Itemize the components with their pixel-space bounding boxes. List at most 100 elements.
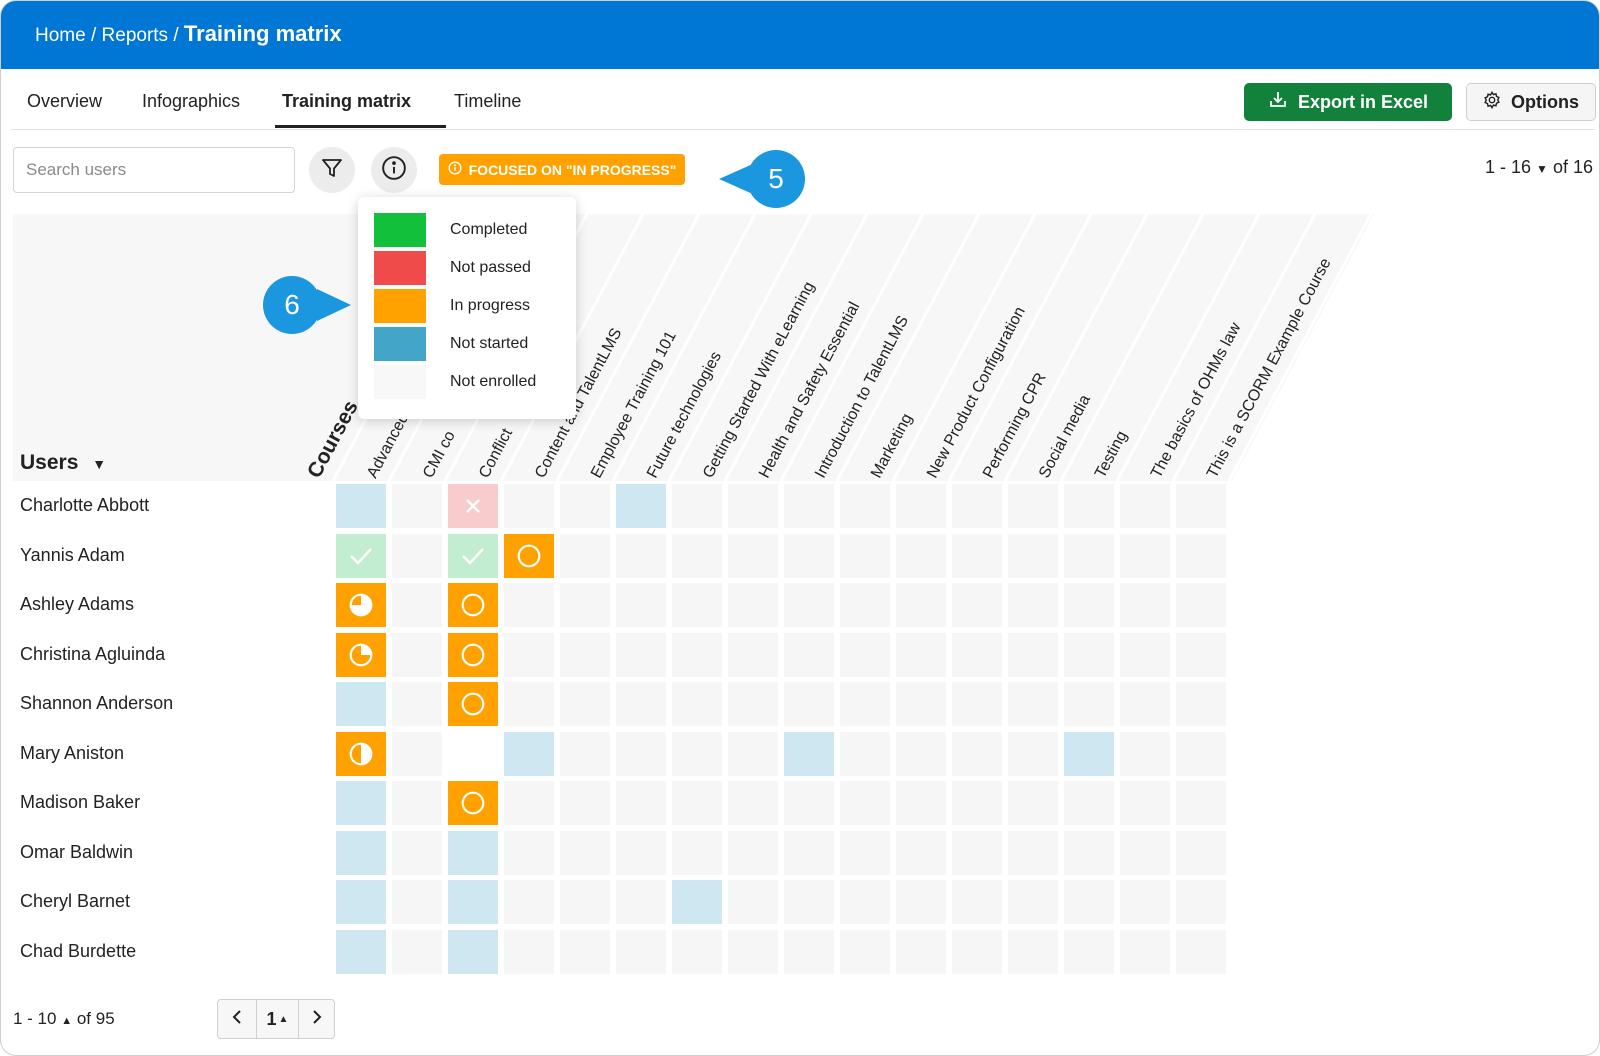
matrix-cell[interactable] <box>672 929 722 974</box>
matrix-cell[interactable] <box>840 583 890 627</box>
search-input[interactable] <box>13 147 295 193</box>
matrix-cell[interactable] <box>952 781 1002 825</box>
matrix-cell[interactable] <box>952 583 1002 627</box>
matrix-cell[interactable] <box>952 830 1002 875</box>
matrix-cell[interactable] <box>672 830 722 875</box>
matrix-cell[interactable] <box>1120 830 1170 875</box>
matrix-cell[interactable] <box>1008 682 1058 726</box>
matrix-cell[interactable] <box>1008 929 1058 974</box>
matrix-cell[interactable] <box>560 830 610 875</box>
matrix-cell[interactable] <box>840 533 890 578</box>
matrix-cell[interactable] <box>1120 781 1170 825</box>
matrix-cell[interactable] <box>504 583 554 627</box>
matrix-cell[interactable] <box>784 781 834 825</box>
tab-timeline[interactable]: Timeline <box>454 91 522 111</box>
focus-status-badge[interactable]: FOCUSED ON "IN PROGRESS" <box>439 154 685 185</box>
matrix-cell[interactable] <box>448 533 498 578</box>
filter-button[interactable] <box>309 147 355 193</box>
matrix-cell[interactable] <box>952 880 1002 924</box>
matrix-cell[interactable] <box>672 632 722 677</box>
matrix-cell[interactable] <box>616 682 666 726</box>
matrix-cell[interactable] <box>616 830 666 875</box>
matrix-cell[interactable] <box>728 781 778 825</box>
tab-training-matrix[interactable]: Training matrix <box>282 91 412 111</box>
matrix-cell[interactable] <box>784 632 834 677</box>
matrix-cell[interactable] <box>1008 781 1058 825</box>
matrix-cell[interactable] <box>1120 583 1170 627</box>
matrix-cell[interactable] <box>504 682 554 726</box>
matrix-cell[interactable] <box>560 731 610 776</box>
matrix-cell[interactable] <box>560 880 610 924</box>
matrix-cell[interactable] <box>448 632 498 677</box>
user-name[interactable]: Christina Agluinda <box>20 643 166 664</box>
matrix-cell[interactable] <box>728 880 778 924</box>
breadcrumb-reports[interactable]: Reports <box>101 25 169 46</box>
matrix-cell[interactable] <box>840 484 890 528</box>
matrix-cell[interactable] <box>392 484 442 528</box>
course-pagination[interactable]: 1 - 16 ▼ of 16 <box>1485 157 1593 178</box>
matrix-cell[interactable] <box>1176 632 1226 677</box>
matrix-cell[interactable] <box>952 731 1002 776</box>
matrix-cell[interactable] <box>392 880 442 924</box>
matrix-cell[interactable] <box>560 929 610 974</box>
matrix-cell[interactable] <box>448 880 498 924</box>
matrix-cell[interactable] <box>896 533 946 578</box>
matrix-cell[interactable] <box>896 632 946 677</box>
matrix-cell[interactable] <box>672 583 722 627</box>
legend-info-button[interactable] <box>371 147 417 193</box>
matrix-cell[interactable] <box>840 929 890 974</box>
matrix-cell[interactable] <box>896 880 946 924</box>
user-name[interactable]: Ashley Adams <box>20 594 135 614</box>
matrix-cell[interactable] <box>1120 731 1170 776</box>
matrix-cell[interactable] <box>560 781 610 825</box>
matrix-cell[interactable] <box>1064 830 1114 875</box>
matrix-cell[interactable] <box>1120 632 1170 677</box>
matrix-cell[interactable] <box>448 731 498 776</box>
matrix-cell[interactable] <box>672 484 722 528</box>
matrix-cell[interactable] <box>896 583 946 627</box>
matrix-cell[interactable] <box>336 830 386 875</box>
matrix-cell[interactable] <box>784 929 834 974</box>
matrix-cell[interactable] <box>392 781 442 825</box>
export-excel-button[interactable]: Export in Excel <box>1244 83 1452 121</box>
users-sort-header[interactable]: Users ▼ <box>20 451 107 474</box>
matrix-cell[interactable] <box>448 484 498 528</box>
matrix-cell[interactable] <box>728 929 778 974</box>
matrix-cell[interactable] <box>784 583 834 627</box>
matrix-cell[interactable] <box>504 731 554 776</box>
matrix-cell[interactable] <box>1008 632 1058 677</box>
matrix-cell[interactable] <box>336 880 386 924</box>
matrix-cell[interactable] <box>392 583 442 627</box>
matrix-cell[interactable] <box>1008 533 1058 578</box>
matrix-cell[interactable] <box>1064 682 1114 726</box>
matrix-cell[interactable] <box>616 781 666 825</box>
matrix-cell[interactable] <box>784 731 834 776</box>
matrix-cell[interactable] <box>840 632 890 677</box>
matrix-cell[interactable] <box>504 929 554 974</box>
matrix-cell[interactable] <box>672 731 722 776</box>
matrix-cell[interactable] <box>1064 484 1114 528</box>
matrix-cell[interactable] <box>1176 781 1226 825</box>
matrix-cell[interactable] <box>392 632 442 677</box>
matrix-cell[interactable] <box>896 830 946 875</box>
matrix-cell[interactable] <box>1176 929 1226 974</box>
matrix-cell[interactable] <box>336 781 386 825</box>
matrix-cell[interactable] <box>840 781 890 825</box>
matrix-cell[interactable] <box>728 583 778 627</box>
matrix-cell[interactable] <box>840 830 890 875</box>
options-button[interactable]: Options <box>1466 83 1596 121</box>
matrix-cell[interactable] <box>1008 830 1058 875</box>
matrix-cell[interactable] <box>504 880 554 924</box>
matrix-cell[interactable] <box>1176 830 1226 875</box>
matrix-cell[interactable] <box>784 880 834 924</box>
matrix-cell[interactable] <box>1176 682 1226 726</box>
user-name[interactable]: Madison Baker <box>20 792 141 812</box>
user-name[interactable]: Mary Aniston <box>20 742 125 763</box>
matrix-cell[interactable] <box>672 880 722 924</box>
matrix-cell[interactable] <box>1064 632 1114 677</box>
matrix-cell[interactable] <box>896 929 946 974</box>
matrix-cell[interactable] <box>336 929 386 974</box>
matrix-cell[interactable] <box>560 484 610 528</box>
matrix-cell[interactable] <box>448 830 498 875</box>
matrix-cell[interactable] <box>560 682 610 726</box>
